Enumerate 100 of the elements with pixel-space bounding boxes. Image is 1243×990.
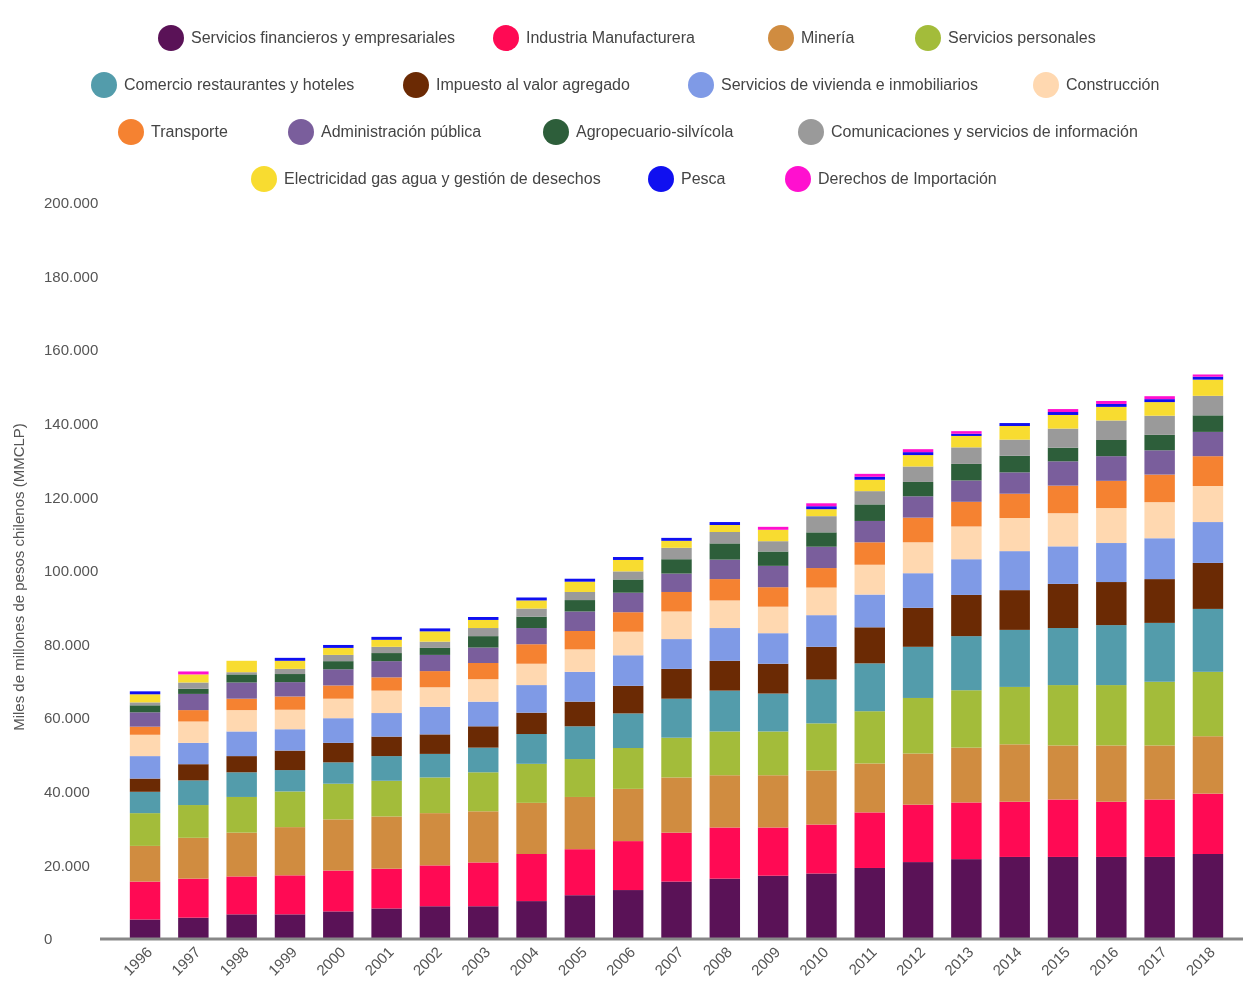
bar bbox=[419, 906, 451, 939]
bar bbox=[178, 917, 209, 939]
bar bbox=[1192, 671, 1224, 737]
bar bbox=[564, 581, 596, 592]
bar bbox=[661, 559, 692, 574]
bar bbox=[902, 607, 934, 647]
bar bbox=[178, 682, 209, 689]
bar bbox=[129, 705, 161, 713]
bar bbox=[419, 706, 451, 735]
bar bbox=[1192, 395, 1224, 416]
bar bbox=[1144, 622, 1175, 682]
bar bbox=[709, 775, 741, 828]
bar bbox=[274, 709, 306, 730]
bar bbox=[226, 914, 257, 939]
bar bbox=[806, 770, 837, 825]
y-tick-label: 60.000 bbox=[44, 709, 90, 727]
bar bbox=[999, 856, 1030, 939]
bar bbox=[178, 805, 209, 838]
bar bbox=[661, 540, 692, 548]
bar bbox=[612, 841, 644, 891]
bar bbox=[806, 679, 837, 724]
bar bbox=[178, 693, 209, 711]
bar bbox=[1144, 434, 1175, 451]
bar bbox=[226, 731, 257, 757]
bar bbox=[468, 726, 499, 748]
bar bbox=[274, 674, 306, 683]
bar bbox=[1144, 538, 1175, 580]
bar bbox=[1192, 431, 1224, 457]
bar bbox=[1096, 745, 1127, 802]
bar bbox=[951, 636, 982, 691]
bar bbox=[274, 914, 306, 939]
bar bbox=[709, 531, 741, 544]
bar bbox=[371, 636, 402, 640]
bar bbox=[999, 472, 1030, 494]
bar bbox=[999, 426, 1030, 440]
bar bbox=[757, 663, 789, 694]
bar bbox=[757, 526, 789, 530]
bar bbox=[999, 551, 1030, 591]
bar bbox=[371, 736, 402, 757]
bar bbox=[371, 780, 402, 817]
bar bbox=[226, 876, 257, 915]
bar bbox=[419, 865, 451, 907]
bar bbox=[1192, 793, 1224, 854]
bar bbox=[806, 532, 837, 547]
bar bbox=[564, 796, 596, 850]
bar bbox=[1096, 439, 1127, 457]
bar bbox=[371, 677, 402, 691]
bar bbox=[854, 763, 885, 813]
bar bbox=[129, 845, 161, 882]
bar bbox=[709, 628, 741, 661]
bar bbox=[612, 579, 644, 593]
bar bbox=[1096, 420, 1127, 440]
bar bbox=[323, 647, 354, 655]
bar bbox=[323, 654, 354, 662]
bar bbox=[1047, 856, 1079, 939]
bar bbox=[274, 729, 306, 751]
bar bbox=[951, 526, 982, 560]
y-tick-label: 20.000 bbox=[44, 856, 90, 874]
bar bbox=[999, 518, 1030, 552]
bar bbox=[371, 713, 402, 737]
bar bbox=[178, 780, 209, 806]
bar bbox=[1096, 625, 1127, 686]
bar bbox=[129, 691, 161, 695]
bar bbox=[806, 824, 837, 874]
bar bbox=[999, 590, 1030, 630]
bar bbox=[999, 493, 1030, 519]
bar bbox=[323, 870, 354, 912]
bar bbox=[129, 791, 161, 814]
bar bbox=[419, 628, 451, 632]
bar bbox=[564, 895, 596, 939]
bar bbox=[612, 890, 644, 939]
bar bbox=[371, 816, 402, 869]
legend-label: Pesca bbox=[681, 170, 726, 187]
bar bbox=[1047, 461, 1079, 486]
y-axis-title: Miles de millones de pesos chilenos (MMCLP) bbox=[10, 423, 27, 731]
bar bbox=[806, 509, 837, 517]
bar bbox=[854, 711, 885, 764]
bar bbox=[226, 772, 257, 797]
bar bbox=[1047, 685, 1079, 746]
bar bbox=[951, 802, 982, 860]
legend-label: Comunicaciones y servicios de información bbox=[831, 123, 1138, 140]
bar bbox=[612, 631, 644, 656]
bar bbox=[129, 756, 161, 779]
bar bbox=[129, 712, 161, 727]
bar bbox=[419, 671, 451, 688]
bar bbox=[854, 504, 885, 521]
bar bbox=[1047, 546, 1079, 584]
bar bbox=[757, 541, 789, 552]
bar bbox=[757, 633, 789, 664]
y-tick-label: 40.000 bbox=[44, 783, 90, 801]
bar bbox=[468, 906, 499, 939]
legend-label: Industria Manufacturera bbox=[526, 29, 696, 46]
bar bbox=[902, 455, 934, 467]
bar bbox=[902, 646, 934, 698]
y-tick-label: 0 bbox=[44, 930, 53, 948]
bar bbox=[516, 644, 547, 664]
bar bbox=[564, 630, 596, 650]
bar bbox=[1144, 415, 1175, 435]
bar bbox=[612, 685, 644, 714]
bar bbox=[1096, 801, 1127, 857]
